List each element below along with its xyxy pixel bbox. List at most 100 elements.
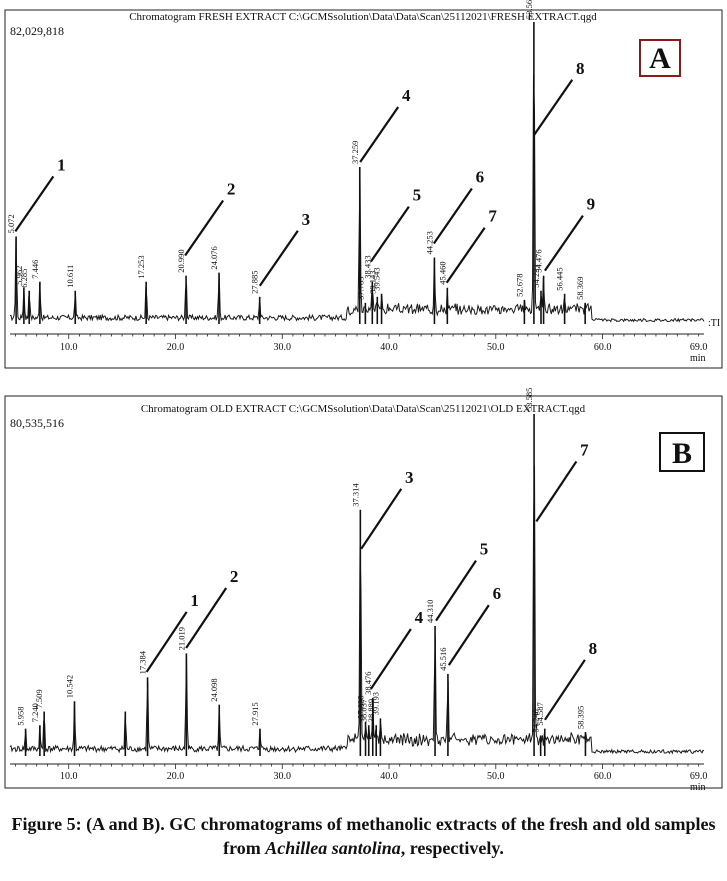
peak-rt-label: 10.611 xyxy=(65,265,75,288)
x-tick-label: 40.0 xyxy=(380,342,398,353)
plot-frame xyxy=(4,395,723,789)
peak-rt-label: 39.193 xyxy=(370,692,380,715)
callout-leader xyxy=(544,215,584,272)
peak-rt-label: 53.585 xyxy=(524,388,534,411)
peak-rt-label: 38.433 xyxy=(362,255,372,278)
peak-rt-label: 27.915 xyxy=(250,702,260,725)
chromatogram-a-chart: Chromatogram FRESH EXTRACT C:\GCMSsoluti… xyxy=(4,0,723,369)
peak-rt-label: 7.509 xyxy=(34,689,44,708)
peak-rt-label: 38.037 xyxy=(359,699,369,722)
x-tick-label: 20.0 xyxy=(167,771,185,782)
peak-rt-label: 54.587 xyxy=(535,702,545,725)
peak-rt-label: 44.253 xyxy=(424,231,434,254)
peak-rt-label: 17.253 xyxy=(136,255,146,278)
x-tick-label: 10.0 xyxy=(60,342,78,353)
peak-rt-label: 20.990 xyxy=(176,249,186,272)
peak-rt-label: 10.542 xyxy=(65,675,75,698)
peak-rt-label: 27.885 xyxy=(250,270,260,293)
peak-rt-label: 56.445 xyxy=(555,267,565,290)
peak-rt-label: 54.476 xyxy=(534,249,544,272)
callout-number: 9 xyxy=(587,195,596,214)
x-axis-unit-label: min xyxy=(690,782,706,790)
peak-rt-label: 38.476 xyxy=(363,671,373,694)
peak-rt-label: 7.240 xyxy=(30,703,40,722)
callout-leader xyxy=(533,79,574,136)
x-tick-label: 30.0 xyxy=(274,771,292,782)
callout-number: 3 xyxy=(302,210,311,229)
peak-rt-label: 7.446 xyxy=(30,260,40,279)
caption-species: Achillea santolina xyxy=(265,838,401,858)
callout-leader xyxy=(360,488,403,550)
peak-rt-label: 54.240 xyxy=(531,709,541,732)
peak-rt-label: 37.259 xyxy=(350,141,360,164)
peak-rt-label: 58.395 xyxy=(575,706,585,729)
callout-leader xyxy=(145,611,188,673)
callout-number: 7 xyxy=(488,207,497,226)
max-intensity-label: 82,029,818 xyxy=(10,24,64,38)
peak-rt-label: 37.314 xyxy=(350,483,360,507)
callout-number: 5 xyxy=(413,186,422,205)
peak-rt-label: 37.783 xyxy=(355,276,365,299)
callout-leader xyxy=(435,560,477,622)
trace-end-marker: :TI xyxy=(708,318,720,329)
chromatogram-panel-a: Chromatogram FRESH EXTRACT C:\GCMSsoluti… xyxy=(0,0,727,370)
callout-leader xyxy=(369,628,412,690)
callout-leader xyxy=(369,205,410,263)
peak-rt-label: 5.072 xyxy=(6,214,16,233)
callout-leader xyxy=(185,587,228,649)
x-tick-label: 20.0 xyxy=(167,342,185,353)
callout-leader xyxy=(14,175,55,233)
callout-number: 5 xyxy=(480,540,489,559)
callout-number: 1 xyxy=(190,591,199,610)
peak-rt-label: 24.098 xyxy=(209,678,219,701)
chromatogram-title: Chromatogram FRESH EXTRACT C:\GCMSsoluti… xyxy=(129,11,597,23)
callout-number: 2 xyxy=(230,567,239,586)
peak-rt-label: 21.019 xyxy=(176,627,186,650)
callout-number: 3 xyxy=(405,468,414,487)
plot-frame xyxy=(4,9,723,369)
peak-rt-label: 6.285 xyxy=(19,269,29,288)
peak-rt-label: 5.958 xyxy=(16,707,26,726)
peak-rt-label: 44.310 xyxy=(425,600,435,623)
callout-number: 6 xyxy=(493,584,502,603)
x-tick-label: 60.0 xyxy=(594,771,612,782)
x-tick-label: 10.0 xyxy=(60,771,78,782)
caption-suffix: , respectively. xyxy=(400,838,504,858)
x-tick-label: 69.0 xyxy=(690,771,708,782)
callout-leader xyxy=(258,230,299,287)
x-tick-label: 40.0 xyxy=(380,771,398,782)
callout-leader xyxy=(445,227,486,284)
peak-rt-label: 37.828 xyxy=(356,695,366,718)
peak-rt-label: 17.384 xyxy=(138,650,148,674)
panel-label-box xyxy=(639,39,681,77)
x-tick-label: 30.0 xyxy=(274,342,292,353)
max-intensity-label: 80,535,516 xyxy=(10,416,64,430)
peak-rt-label: 39.143 xyxy=(367,270,377,293)
panel-label: B xyxy=(672,437,692,470)
callout-number: 1 xyxy=(57,155,66,174)
callout-number: 7 xyxy=(580,440,589,459)
peak-rt-label: 5.962 xyxy=(14,266,24,285)
callout-leader xyxy=(184,199,225,257)
callout-leader xyxy=(543,659,586,721)
panel-label: A xyxy=(649,42,671,75)
x-tick-label: 60.0 xyxy=(594,342,612,353)
peak-rt-label: 45.516 xyxy=(438,648,448,671)
x-axis-unit-label: min xyxy=(690,353,706,364)
callout-leader xyxy=(447,604,490,666)
callout-leader xyxy=(359,106,400,163)
callout-number: 2 xyxy=(227,180,236,199)
callout-number: 6 xyxy=(476,167,485,186)
chromatogram-b-chart: Chromatogram OLD EXTRACT C:\GCMSsolution… xyxy=(4,388,723,793)
chromatogram-title: Chromatogram OLD EXTRACT C:\GCMSsolution… xyxy=(141,403,586,415)
peak-rt-label: 38.889 xyxy=(366,699,376,722)
callout-number: 4 xyxy=(402,86,411,105)
callout-leader xyxy=(432,187,473,245)
callout-leader xyxy=(535,460,578,523)
x-tick-label: 69.0 xyxy=(690,342,708,353)
peak-rt-label: 39.543 xyxy=(372,267,382,290)
panel-label-box xyxy=(659,432,705,472)
peak-rt-label: 52.678 xyxy=(514,273,524,296)
peak-rt-label: 45.460 xyxy=(437,261,447,284)
figure-caption: Figure 5: (A and B). GC chromatograms of… xyxy=(0,812,727,860)
